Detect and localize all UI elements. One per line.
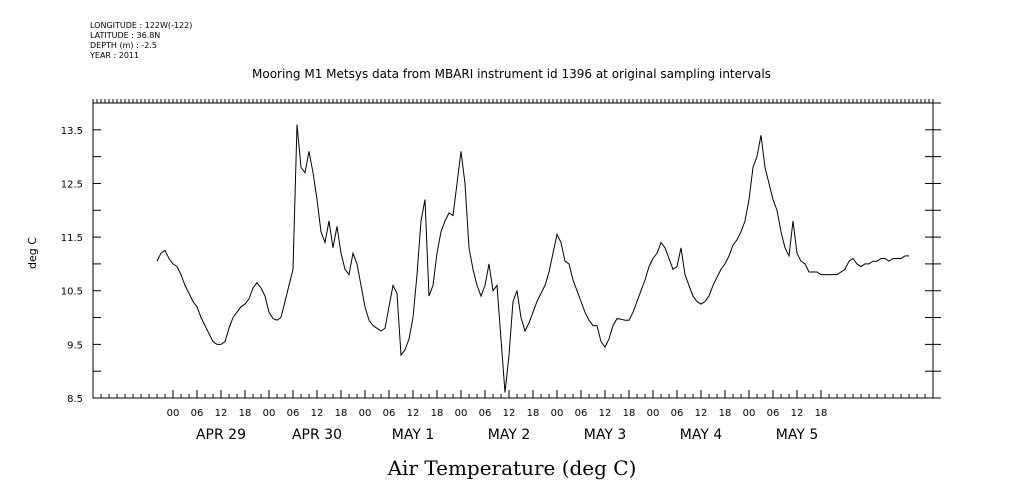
x-ticks: 00 06 12 18 00 06 12 18 00 06 12 18 00 06 12 18 00 06 12 18…	[92, 99, 934, 443]
x-hour-label: 06	[191, 408, 204, 419]
y-tick-label: 13.5	[61, 126, 83, 137]
x-hour-label: 06	[287, 408, 300, 419]
x-hour-label: 12	[791, 408, 804, 419]
x-hour-label: 18	[335, 408, 348, 419]
y-axis-label: deg C	[26, 237, 39, 269]
x-day-label: APR 29	[196, 427, 246, 443]
x-hour-label: 12	[695, 408, 708, 419]
x-hour-label: 00	[263, 408, 276, 419]
x-day-label: APR 30	[292, 427, 342, 443]
y-ticks: 8.5 9.5 10.5 11.5 12.5 13.5	[61, 102, 941, 405]
x-day-label: MAY 1	[392, 427, 434, 443]
x-day-label: MAY 4	[680, 427, 723, 443]
x-hour-label: 06	[767, 408, 780, 419]
series-line	[156, 124, 909, 393]
y-tick-label: 11.5	[61, 233, 83, 244]
x-hour-label: 12	[215, 408, 228, 419]
x-hour-label: 00	[743, 408, 756, 419]
plot-border	[92, 102, 934, 399]
x-hour-label: 18	[719, 408, 732, 419]
chart-title: Mooring M1 Metsys data from MBARI instru…	[252, 67, 771, 81]
series-group	[156, 124, 909, 393]
x-day-label: MAY 5	[776, 427, 818, 443]
x-hour-label: 06	[671, 408, 684, 419]
x-hour-label: 00	[551, 408, 564, 419]
x-axis-label: Air Temperature (deg C)	[387, 456, 637, 480]
y-tick-label: 9.5	[67, 340, 83, 351]
plot-frame	[92, 102, 934, 399]
latitude-label: LATITUDE : 36.8N	[90, 31, 161, 40]
x-hour-label: 18	[815, 408, 828, 419]
x-day-label: MAY 2	[488, 427, 530, 443]
depth-label: DEPTH (m) : -2.5	[90, 41, 157, 50]
x-hour-label: 18	[431, 408, 444, 419]
metadata-block: LONGITUDE : 122W(-122) LATITUDE : 36.8N …	[90, 21, 192, 61]
x-hour-label: 18	[623, 408, 636, 419]
x-hour-label: 12	[407, 408, 420, 419]
x-day-label: MAY 3	[584, 427, 626, 443]
x-hour-label: 00	[455, 408, 468, 419]
x-hour-label: 06	[479, 408, 492, 419]
longitude-label: LONGITUDE : 122W(-122)	[90, 21, 193, 30]
y-tick-label: 12.5	[61, 179, 83, 190]
x-hour-label: 00	[647, 408, 660, 419]
x-hour-label: 06	[383, 408, 396, 419]
x-hour-label: 12	[503, 408, 516, 419]
year-label: YEAR : 2011	[90, 51, 140, 60]
y-tick-label: 10.5	[61, 287, 83, 298]
x-hour-label: 06	[575, 408, 588, 419]
x-hour-label: 00	[359, 408, 372, 419]
x-hour-label: 18	[527, 408, 540, 419]
x-hour-label: 18	[239, 408, 252, 419]
x-hour-label: 12	[599, 408, 612, 419]
x-hour-label: 00	[167, 408, 180, 419]
x-hour-label: 12	[311, 408, 324, 419]
y-tick-label: 8.5	[67, 394, 83, 405]
